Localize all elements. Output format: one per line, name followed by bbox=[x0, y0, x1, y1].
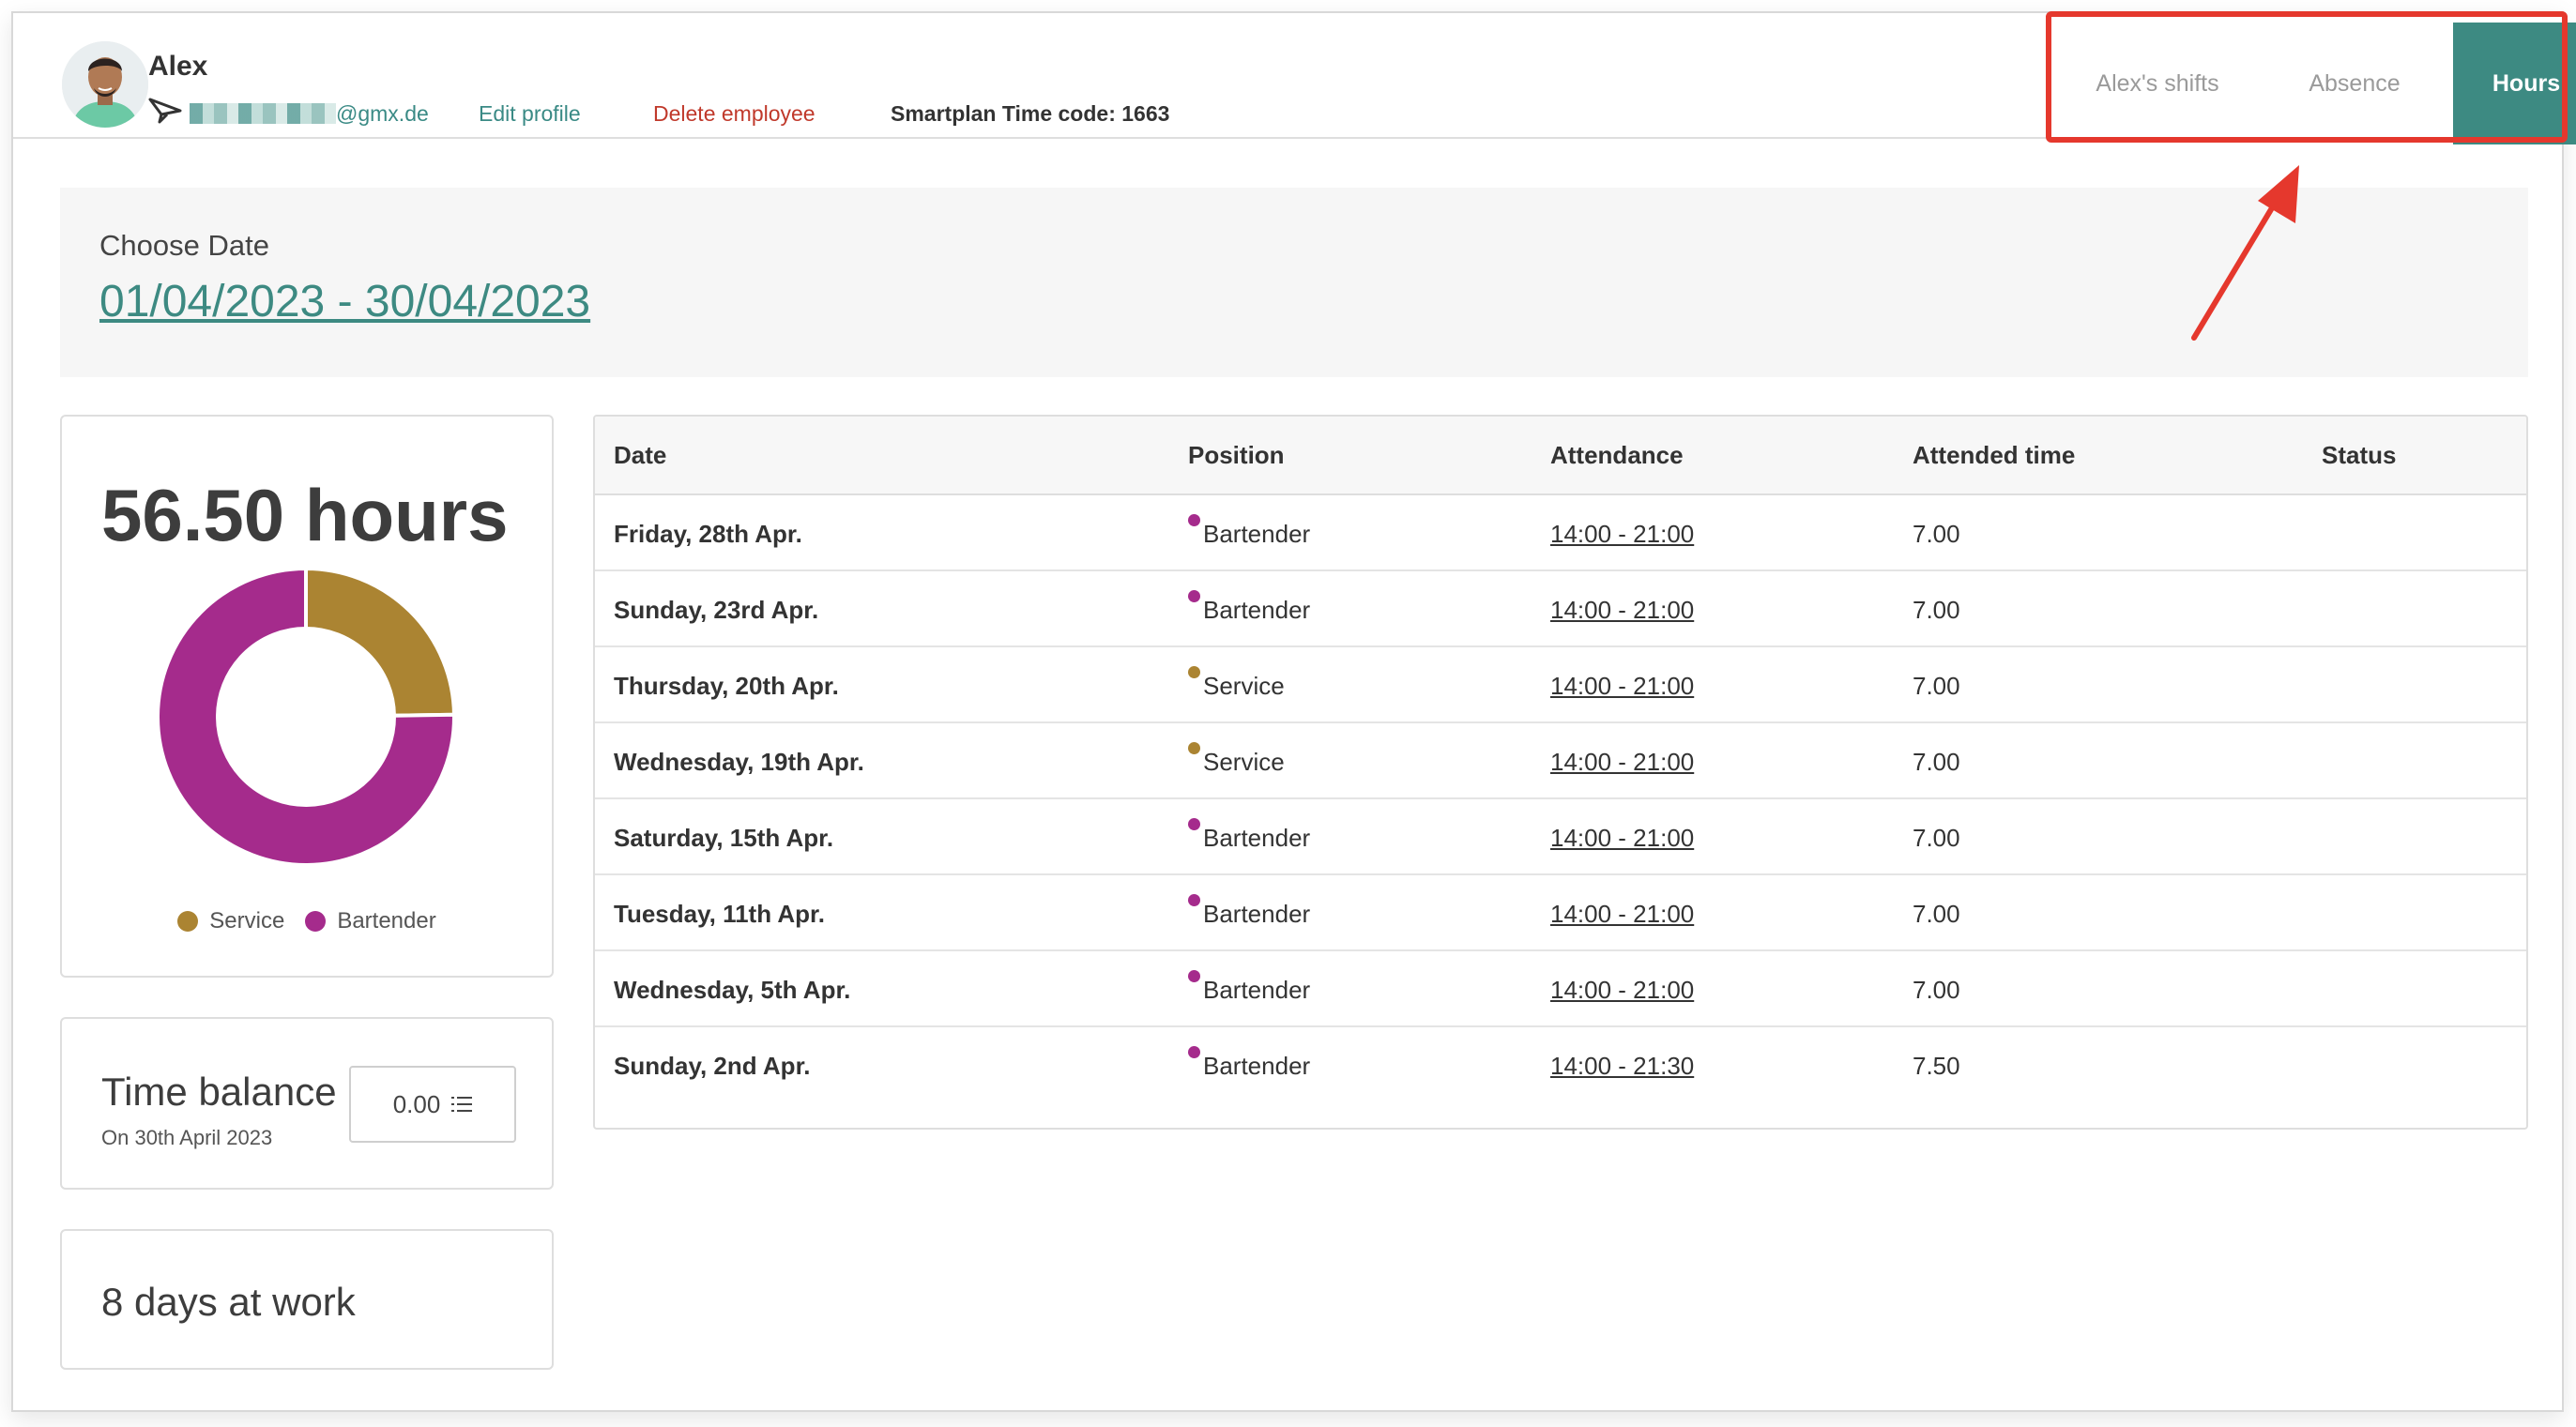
row-position: Bartender bbox=[1203, 900, 1311, 928]
row-attendance-link[interactable]: 14:00 - 21:00 bbox=[1550, 824, 1695, 852]
row-attended-time: 7.00 bbox=[1913, 520, 1960, 548]
tab-hours[interactable]: Hours bbox=[2453, 23, 2576, 144]
position-dot bbox=[1188, 742, 1200, 754]
chart-legend: Service Bartender bbox=[62, 908, 552, 934]
position-dot bbox=[1188, 666, 1200, 678]
table-body: Friday, 28th Apr. Bartender 14:00 - 21:00 7… bbox=[595, 495, 2526, 1103]
legend-service: Service bbox=[177, 908, 284, 934]
position-dot bbox=[1188, 970, 1200, 982]
column-position: Position bbox=[1188, 441, 1285, 469]
table-row: Sunday, 2nd Apr. Bartender 14:00 - 21:30 7.… bbox=[595, 1027, 2526, 1103]
time-balance-value: 0.00 bbox=[392, 1089, 441, 1118]
row-attended-time: 7.00 bbox=[1913, 596, 1960, 624]
total-hours: 56.50 hours bbox=[101, 474, 509, 556]
table-row: Sunday, 23rd Apr. Bartender 14:00 - 21:00 7… bbox=[595, 571, 2526, 647]
row-date: Wednesday, 19th Apr. bbox=[614, 748, 864, 776]
legend-dot-bartender bbox=[305, 911, 327, 932]
row-attendance-link[interactable]: 14:00 - 21:00 bbox=[1550, 596, 1695, 624]
time-code: Smartplan Time code: 1663 bbox=[891, 101, 1170, 126]
list-icon bbox=[451, 1096, 473, 1113]
employee-name: Alex bbox=[148, 51, 208, 82]
row-attendance-link[interactable]: 14:00 - 21:00 bbox=[1550, 900, 1695, 928]
employee-header: Alex @gmx.de Edit profile Delete employe… bbox=[13, 13, 2576, 144]
row-attended-time: 7.00 bbox=[1913, 900, 1960, 928]
row-position: Bartender bbox=[1203, 824, 1311, 852]
date-range-link[interactable]: 01/04/2023 - 30/04/2023 bbox=[99, 277, 591, 326]
table-row: Friday, 28th Apr. Bartender 14:00 - 21:00 7… bbox=[595, 495, 2526, 571]
donut-slice-bartender bbox=[156, 567, 456, 867]
row-attendance-link[interactable]: 14:00 - 21:00 bbox=[1550, 520, 1695, 548]
row-attendance-link[interactable]: 14:00 - 21:00 bbox=[1550, 976, 1695, 1004]
row-position: Bartender bbox=[1203, 976, 1311, 1004]
row-position: Bartender bbox=[1203, 520, 1311, 548]
send-icon bbox=[148, 98, 182, 124]
row-attended-time: 7.50 bbox=[1913, 1052, 1960, 1080]
employee-tabs: Alex's shifts Absence Hours bbox=[2059, 23, 2576, 144]
edit-profile-link[interactable]: Edit profile bbox=[479, 101, 581, 126]
column-attendance: Attendance bbox=[1550, 441, 1684, 469]
position-dot bbox=[1188, 818, 1200, 830]
position-dot bbox=[1188, 514, 1200, 526]
hours-donut-chart bbox=[156, 567, 456, 867]
date-label: Choose Date bbox=[99, 229, 269, 262]
delete-employee-link[interactable]: Delete employee bbox=[653, 101, 815, 126]
row-date: Wednesday, 5th Apr. bbox=[614, 976, 851, 1004]
tab-shifts[interactable]: Alex's shifts bbox=[2096, 69, 2219, 97]
row-position: Service bbox=[1203, 672, 1285, 700]
row-attendance-link[interactable]: 14:00 - 21:00 bbox=[1550, 672, 1695, 700]
table-header: Date Position Attendance Attended time S… bbox=[595, 417, 2526, 495]
row-attended-time: 7.00 bbox=[1913, 824, 1960, 852]
column-attended-time: Attended time bbox=[1913, 441, 2076, 469]
app-window: Alex @gmx.de Edit profile Delete employe… bbox=[11, 11, 2576, 1412]
time-balance-button[interactable]: 0.00 bbox=[349, 1066, 516, 1143]
time-balance-card: Time balance On 30th April 2023 0.00 bbox=[60, 1017, 554, 1190]
table-row: Saturday, 15th Apr. Bartender 14:00 - 21:0… bbox=[595, 799, 2526, 875]
row-date: Friday, 28th Apr. bbox=[614, 520, 802, 548]
days-at-work: 8 days at work bbox=[101, 1280, 356, 1324]
hours-summary-card: 56.50 hours Service Bartender bbox=[60, 415, 554, 978]
legend-label-bartender: Bartender bbox=[337, 908, 436, 934]
row-attendance-link[interactable]: 14:00 - 21:30 bbox=[1550, 1052, 1695, 1080]
tab-absence[interactable]: Absence bbox=[2309, 69, 2401, 97]
email-link[interactable]: @gmx.de bbox=[336, 101, 429, 126]
row-position: Service bbox=[1203, 748, 1285, 776]
legend-dot-service bbox=[177, 911, 199, 932]
position-dot bbox=[1188, 1046, 1200, 1058]
time-balance-title: Time balance bbox=[101, 1070, 337, 1114]
table-row: Thursday, 20th Apr. Service 14:00 - 21:00 7… bbox=[595, 647, 2526, 723]
row-attended-time: 7.00 bbox=[1913, 748, 1960, 776]
position-dot bbox=[1188, 894, 1200, 906]
row-date: Saturday, 15th Apr. bbox=[614, 824, 834, 852]
row-attended-time: 7.00 bbox=[1913, 976, 1960, 1004]
row-attendance-link[interactable]: 14:00 - 21:00 bbox=[1550, 748, 1695, 776]
legend-bartender: Bartender bbox=[305, 908, 436, 934]
table-row: Wednesday, 19th Apr. Service 14:00 - 21:00… bbox=[595, 723, 2526, 799]
days-at-work-card: 8 days at work bbox=[60, 1229, 554, 1370]
avatar bbox=[62, 41, 148, 128]
legend-label-service: Service bbox=[209, 908, 285, 934]
column-date: Date bbox=[614, 441, 667, 469]
time-balance-date: On 30th April 2023 bbox=[101, 1126, 273, 1149]
donut-slice-service bbox=[304, 567, 456, 718]
row-date: Tuesday, 11th Apr. bbox=[614, 900, 825, 928]
row-date: Sunday, 23rd Apr. bbox=[614, 596, 819, 624]
row-position: Bartender bbox=[1203, 1052, 1311, 1080]
row-date: Thursday, 20th Apr. bbox=[614, 672, 839, 700]
table-row: Wednesday, 5th Apr. Bartender 14:00 - 21:0… bbox=[595, 951, 2526, 1027]
date-panel: Choose Date 01/04/2023 - 30/04/2023 bbox=[60, 188, 2528, 377]
row-date: Sunday, 2nd Apr. bbox=[614, 1052, 811, 1080]
row-attended-time: 7.00 bbox=[1913, 672, 1960, 700]
hours-table: Date Position Attendance Attended time S… bbox=[593, 415, 2528, 1130]
table-row: Tuesday, 11th Apr. Bartender 14:00 - 21:00… bbox=[595, 875, 2526, 951]
column-status: Status bbox=[2322, 441, 2397, 469]
email-redacted bbox=[190, 103, 336, 124]
position-dot bbox=[1188, 590, 1200, 602]
row-position: Bartender bbox=[1203, 596, 1311, 624]
